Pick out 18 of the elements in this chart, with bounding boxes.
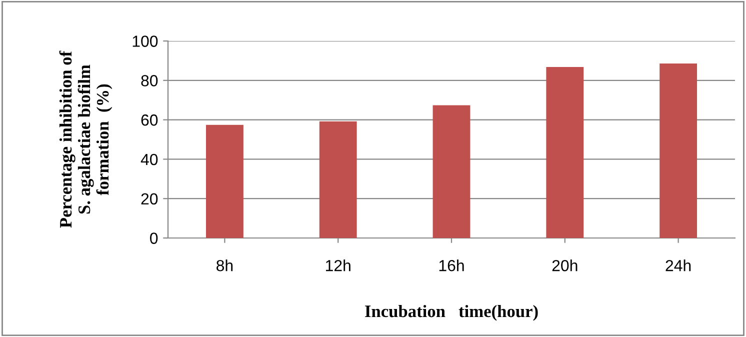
bar bbox=[660, 63, 698, 238]
bar bbox=[432, 105, 470, 238]
y-tick-label: 80 bbox=[141, 75, 158, 86]
x-tick-label: 8h bbox=[216, 260, 233, 272]
y-axis-title: Percentage inhibition of S. agalactiae biofilm formation (%) bbox=[59, 50, 112, 228]
y-tick-label: 40 bbox=[140, 154, 158, 166]
x-tick-label: 12h bbox=[326, 260, 350, 272]
y-tick-label: 0 bbox=[150, 232, 158, 244]
bar bbox=[206, 124, 244, 238]
x-axis-title: Incubation time(hour) bbox=[365, 304, 538, 321]
x-tick-label: 16h bbox=[439, 260, 464, 272]
x-tick-label: 24h bbox=[666, 260, 691, 272]
y-tick-label: 60 bbox=[141, 114, 158, 126]
x-tick-label: 20h bbox=[552, 260, 578, 272]
y-tick-label: 100 bbox=[132, 36, 158, 47]
bar bbox=[546, 67, 584, 238]
y-tick-label: 20 bbox=[141, 193, 158, 205]
bar bbox=[319, 121, 357, 238]
